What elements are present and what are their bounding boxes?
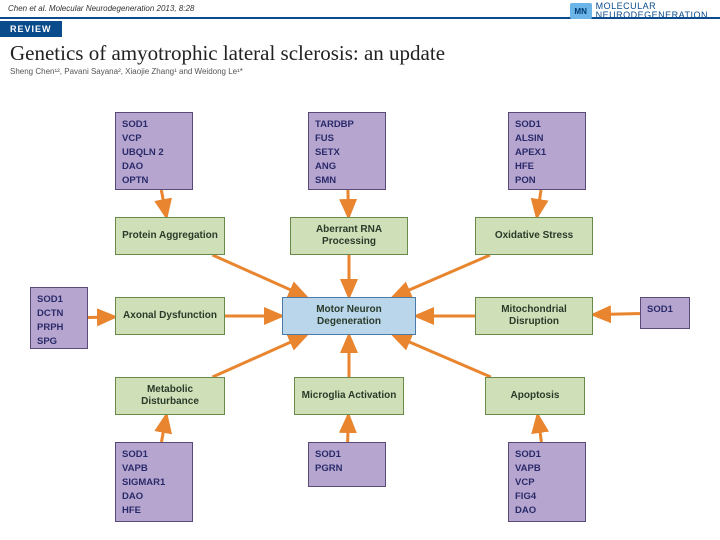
gene-label: SPG [37,336,57,348]
gene-box: SOD1 [640,297,690,329]
gene-box: SOD1 VCP UBQLN 2 DAO OPTN [115,112,193,190]
gene-label: PON [515,175,536,187]
arrow [538,415,542,442]
gene-box: SOD1 PGRN [308,442,386,487]
gene-box: TARDBP FUS SETX ANG SMN [308,112,386,190]
gene-label: ANG [315,161,336,173]
gene-label: SIGMAR1 [122,477,165,489]
journal-logo-icon: MN [570,3,592,19]
article-title: Genetics of amyotrophic lateral sclerosi… [0,37,720,65]
arrow [161,415,166,442]
process-node: Oxidative Stress [475,217,593,255]
gene-box: SOD1 VAPB SIGMAR1 DAO HFE [115,442,193,522]
gene-label: VCP [122,133,142,145]
gene-label: SOD1 [315,449,341,461]
process-node: Metabolic Disturbance [115,377,225,415]
authors-line: Sheng Chen¹², Pavani Sayana², Xiaojie Zh… [0,65,720,80]
journal-name: MOLECULAR NEURODEGENERATION [596,2,708,20]
process-node: Apoptosis [485,377,585,415]
arrow [213,255,307,297]
gene-label: SOD1 [647,304,673,316]
process-node: Microglia Activation [294,377,404,415]
gene-label: SETX [315,147,340,159]
pathway-diagram: SOD1 VCP UBQLN 2 DAO OPTN TARDBP FUS SETX ANG SMN… [30,112,690,532]
gene-label: VAPB [122,463,148,475]
gene-label: SOD1 [122,449,148,461]
gene-label: DAO [122,161,143,173]
gene-label: DCTN [37,308,63,320]
gene-label: SOD1 [515,449,541,461]
gene-label: OPTN [122,175,148,187]
gene-label: SOD1 [37,294,63,306]
gene-label: SMN [315,175,336,187]
gene-label: PRPH [37,322,63,334]
arrow [393,335,491,377]
gene-label: VAPB [515,463,541,475]
gene-label: SOD1 [515,119,541,131]
gene-label: VCP [515,477,535,489]
arrow [161,190,166,217]
center-node: Motor Neuron Degeneration [282,297,416,335]
gene-box: SOD1 ALSIN APEX1 HFE PON [508,112,586,190]
gene-label: TARDBP [315,119,354,131]
gene-label: FIG4 [515,491,536,503]
process-node: Axonal Dysfunction [115,297,225,335]
gene-label: APEX1 [515,147,546,159]
arrow [348,190,349,217]
gene-box: SOD1 DCTN PRPH SPG [30,287,88,349]
gene-label: PGRN [315,463,342,475]
arrow [593,314,640,315]
process-node: Aberrant RNA Processing [290,217,408,255]
review-badge: REVIEW [0,21,62,37]
gene-box: SOD1 VAPB VCP FIG4 DAO [508,442,586,522]
gene-label: HFE [122,505,141,517]
process-node: Protein Aggregation [115,217,225,255]
arrow [393,255,490,297]
gene-label: HFE [515,161,534,173]
journal-name-line2: NEURODEGENERATION [596,11,708,20]
gene-label: UBQLN 2 [122,147,164,159]
arrow [213,335,307,377]
gene-label: DAO [515,505,536,517]
arrow [537,190,541,217]
journal-brand: MN MOLECULAR NEURODEGENERATION [570,2,708,20]
gene-label: ALSIN [515,133,544,145]
gene-label: SOD1 [122,119,148,131]
gene-label: DAO [122,491,143,503]
gene-label: FUS [315,133,334,145]
process-node: Mitochondrial Disruption [475,297,593,335]
arrow [348,415,349,442]
